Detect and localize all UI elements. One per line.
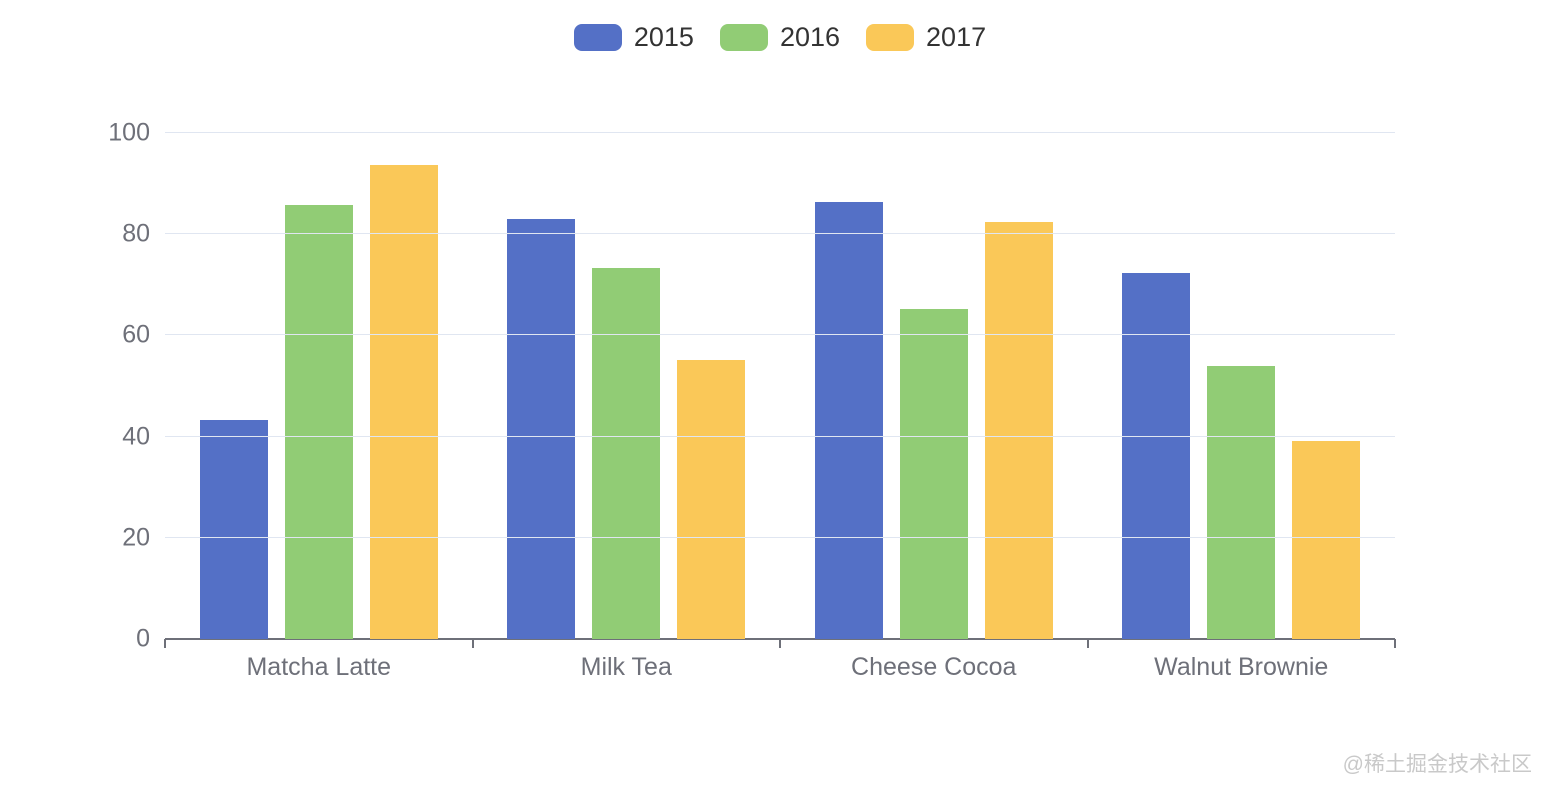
bar-2017-milk-tea[interactable] — [677, 360, 746, 639]
legend-label: 2017 — [926, 22, 987, 52]
y-axis-tick-label-0: 0 — [136, 624, 150, 653]
x-axis-category-label-walnut-brownie: Walnut Brownie — [1154, 653, 1329, 681]
y-axis-labels: 0 20 40 60 80 100 — [0, 120, 150, 651]
legend-item-2015[interactable]: 2015 — [573, 22, 694, 52]
x-axis-category-label-matcha-latte: Matcha Latte — [246, 653, 392, 681]
bar-2016-walnut-brownie[interactable] — [1207, 366, 1276, 639]
watermark: @稀土掘金技术社区 — [1342, 753, 1532, 776]
bar-2015-cheese-cocoa[interactable] — [814, 201, 883, 639]
gridline-40 — [165, 435, 1395, 437]
legend-swatch-icon — [573, 24, 622, 51]
legend-label: 2015 — [633, 22, 694, 52]
x-axis-category-label-cheese-cocoa: Cheese Cocoa — [851, 653, 1017, 681]
bar-group-milk-tea — [473, 133, 781, 639]
legend-label: 2016 — [779, 22, 841, 52]
x-axis-tick — [779, 639, 781, 648]
x-axis-tick — [1394, 639, 1396, 648]
bar-group-walnut-brownie — [1088, 133, 1396, 639]
bars-row — [165, 133, 1395, 639]
bar-2016-milk-tea[interactable] — [592, 267, 661, 639]
bar-2015-walnut-brownie[interactable] — [1122, 272, 1191, 639]
legend-item-2016[interactable]: 2016 — [719, 22, 841, 52]
plot-area — [164, 132, 1396, 648]
legend: 2015 2016 2017 — [0, 24, 1560, 51]
x-axis-tick — [1086, 639, 1089, 648]
bar-2016-matcha-latte[interactable] — [284, 204, 353, 639]
y-axis-tick-label-20: 20 — [122, 523, 150, 552]
bar-group-cheese-cocoa — [780, 133, 1088, 639]
legend-swatch-icon — [719, 24, 768, 51]
bar-2015-matcha-latte[interactable] — [199, 419, 268, 639]
bar-2016-cheese-cocoa[interactable] — [899, 309, 968, 639]
y-axis-tick-label-40: 40 — [122, 422, 150, 451]
x-axis-tick — [164, 639, 166, 648]
y-axis-tick-label-100: 100 — [108, 118, 150, 147]
bar-2017-cheese-cocoa[interactable] — [984, 221, 1053, 639]
bar-2017-matcha-latte[interactable] — [369, 164, 438, 639]
y-axis-tick-label-80: 80 — [122, 219, 150, 248]
bar-2017-walnut-brownie[interactable] — [1292, 441, 1361, 639]
gridline-100 — [165, 132, 1395, 133]
bar-2015-milk-tea[interactable] — [507, 218, 576, 639]
gridline-20 — [165, 536, 1395, 538]
bar-group-matcha-latte — [165, 133, 473, 639]
x-axis-labels: Matcha Latte Milk Tea Cheese Cocoa Walnut B… — [165, 653, 1395, 682]
gridline-80 — [165, 233, 1395, 235]
gridline-60 — [165, 334, 1395, 336]
legend-item-2017[interactable]: 2017 — [866, 24, 986, 51]
x-axis-category-label-milk-tea: Milk Tea — [580, 653, 672, 681]
x-axis-tick — [471, 639, 474, 648]
y-axis-tick-label-60: 60 — [122, 320, 150, 349]
legend-swatch-icon — [866, 24, 915, 51]
